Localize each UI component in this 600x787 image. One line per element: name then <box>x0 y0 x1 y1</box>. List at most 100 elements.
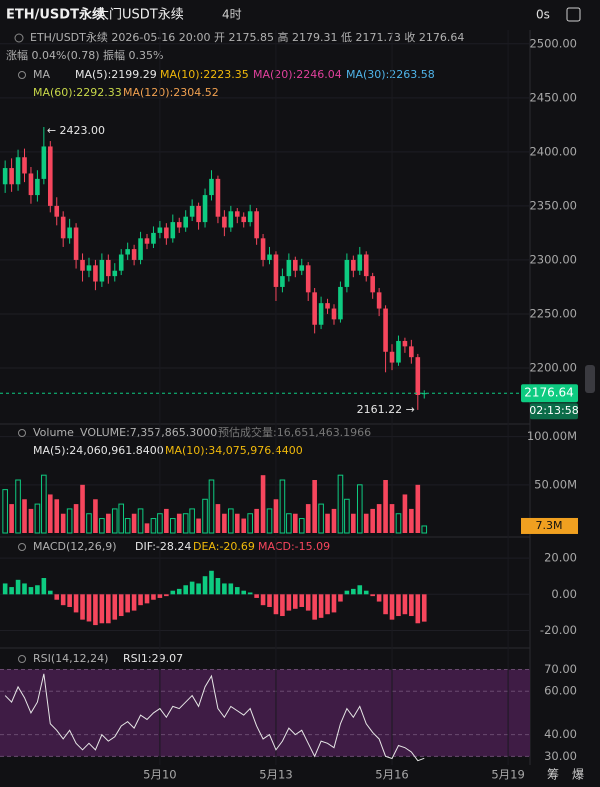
scroll-handle[interactable] <box>585 365 595 393</box>
macd-bar <box>254 594 259 598</box>
macd-bar <box>164 594 169 597</box>
macd-bar <box>351 588 356 595</box>
candle-body <box>209 178 214 196</box>
volume-bar <box>144 523 150 533</box>
legend-title: Volume <box>33 426 74 439</box>
legend-entry: MA(30):2263.58 <box>346 68 435 81</box>
macd-bar <box>363 590 369 595</box>
macd-bar <box>421 594 427 622</box>
macd-bar <box>209 570 214 595</box>
candle-body <box>138 238 143 260</box>
volume-bar <box>241 518 247 533</box>
candle-body <box>421 393 427 395</box>
candle-body <box>318 303 324 325</box>
macd-bar <box>80 594 85 620</box>
macd-bar <box>415 594 421 624</box>
macd-bar <box>318 594 324 618</box>
candle-body <box>118 254 124 271</box>
macd-bar <box>299 594 305 607</box>
fullscreen-icon[interactable] <box>566 7 581 22</box>
volume-bar <box>331 508 337 533</box>
volume-bar <box>389 504 395 533</box>
y-tick-label: 2350.00 <box>529 198 577 212</box>
y-tick-label: -20.00 <box>540 623 577 637</box>
symbol-name: 大门USDT永续 <box>96 8 184 23</box>
volume-bar <box>298 518 305 534</box>
macd-bar <box>183 585 188 595</box>
candle-body <box>325 303 330 309</box>
macd-bar <box>73 594 79 613</box>
candle-body <box>35 178 40 196</box>
candle-body <box>222 216 227 228</box>
macd-bar <box>157 594 163 598</box>
macd-bar <box>267 594 272 607</box>
eye-icon[interactable] <box>14 33 24 43</box>
volume-bar <box>137 508 144 534</box>
symbol[interactable]: ETH/USDT永续 <box>6 7 105 23</box>
macd-bar <box>196 583 201 595</box>
volume-bar <box>118 503 125 534</box>
candle-body <box>351 259 356 271</box>
candle-body <box>267 254 272 260</box>
volume-bar <box>9 504 14 533</box>
y-tick-label: 0.00 <box>551 587 577 601</box>
countdown: 02:13:58 <box>529 404 578 417</box>
tool[interactable]: 爆 <box>572 768 584 782</box>
candle-body <box>9 168 14 185</box>
volume-bar <box>54 499 60 533</box>
y-tick-label: 2400.00 <box>529 144 577 158</box>
y-tick-label: 2200.00 <box>529 360 577 374</box>
volume-bar <box>66 508 73 534</box>
legend-entry: 预估成交量:16,651,463.1966 <box>218 425 371 439</box>
info-line: ETH/USDT永续 2026-05-16 20:00 开 2175.85 高 … <box>30 30 464 44</box>
candle-body <box>293 259 298 271</box>
legend-entry: VOLUME:7,357,865.3000 <box>80 426 217 439</box>
macd-bar <box>15 579 21 595</box>
volume-bar <box>86 513 92 534</box>
candle-body <box>157 227 163 233</box>
macd-bar <box>60 594 66 606</box>
macd-bar <box>389 594 395 620</box>
volume-bar <box>22 499 27 533</box>
candle-body <box>305 265 311 293</box>
macd-bar <box>260 594 266 606</box>
candle-body <box>170 222 176 239</box>
candle-body <box>280 276 285 287</box>
candle-body <box>202 195 208 223</box>
volume-bar <box>260 475 266 533</box>
volume-bar <box>234 513 240 533</box>
current-price: 2176.64 <box>524 386 574 400</box>
rsi-band <box>0 669 530 757</box>
macd-bar <box>215 578 221 595</box>
volume-bar <box>164 508 169 533</box>
price-box <box>521 384 578 403</box>
legend-entry: DEA:-20.69 <box>193 540 255 553</box>
candle-body <box>370 276 375 293</box>
macd-bar <box>131 594 137 611</box>
macd-bar <box>176 588 182 595</box>
candle-body <box>241 216 247 223</box>
interval[interactable]: 4时 <box>222 8 242 22</box>
candle-body <box>112 270 118 277</box>
macd-bar <box>2 583 8 595</box>
change-line: 涨幅 0.04%(0.78) 振幅 0.35% <box>6 48 163 62</box>
macd-bar <box>331 594 337 613</box>
candle-body <box>93 265 98 282</box>
candle-body <box>254 211 259 239</box>
tool[interactable]: 筹 <box>547 768 559 782</box>
candle-body <box>415 357 421 395</box>
volume-bar <box>415 484 421 533</box>
macd-bar <box>312 594 317 620</box>
volume-bar <box>111 508 118 534</box>
macd-bar <box>9 587 14 595</box>
volume-bar <box>202 498 208 534</box>
volume-bar <box>228 508 234 534</box>
legend-entry: MA(60):2292.33 <box>33 86 122 99</box>
candle-body <box>402 340 408 347</box>
volume-bar <box>370 508 375 533</box>
candle-body <box>2 168 8 185</box>
candle-body <box>344 259 350 287</box>
timer[interactable]: 0s <box>536 8 550 22</box>
countdown-box <box>530 403 578 420</box>
